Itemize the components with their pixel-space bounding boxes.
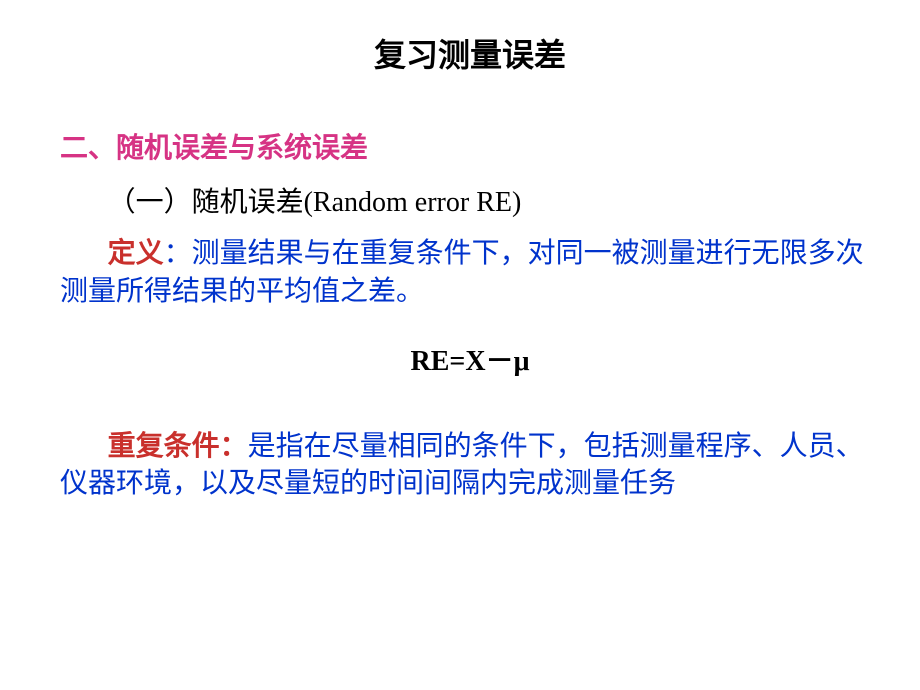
section-heading: 二、随机误差与系统误差 [60,126,880,166]
subsection-heading: （一）随机误差(Random error RE) [60,180,880,220]
definition-paragraph: 定义：测量结果与在重复条件下，对同一被测量进行无限多次测量所得结果的平均值之差。 [60,234,880,311]
repeat-condition-label: 重复条件： [108,430,248,461]
definition-label: 定义 [108,237,164,268]
slide-title: 复习测量误差 [60,30,880,76]
formula-container: RE=X－μ [60,339,880,379]
definition-colon: ： [164,238,192,269]
slide-content: 复习测量误差 二、随机误差与系统误差 （一）随机误差(Random error … [0,0,920,553]
repeat-condition-paragraph: 重复条件：是指在尽量相同的条件下，包括测量程序、人员、仪器环境，以及尽量短的时间… [60,427,880,504]
formula-text: RE=X－μ [411,339,530,379]
